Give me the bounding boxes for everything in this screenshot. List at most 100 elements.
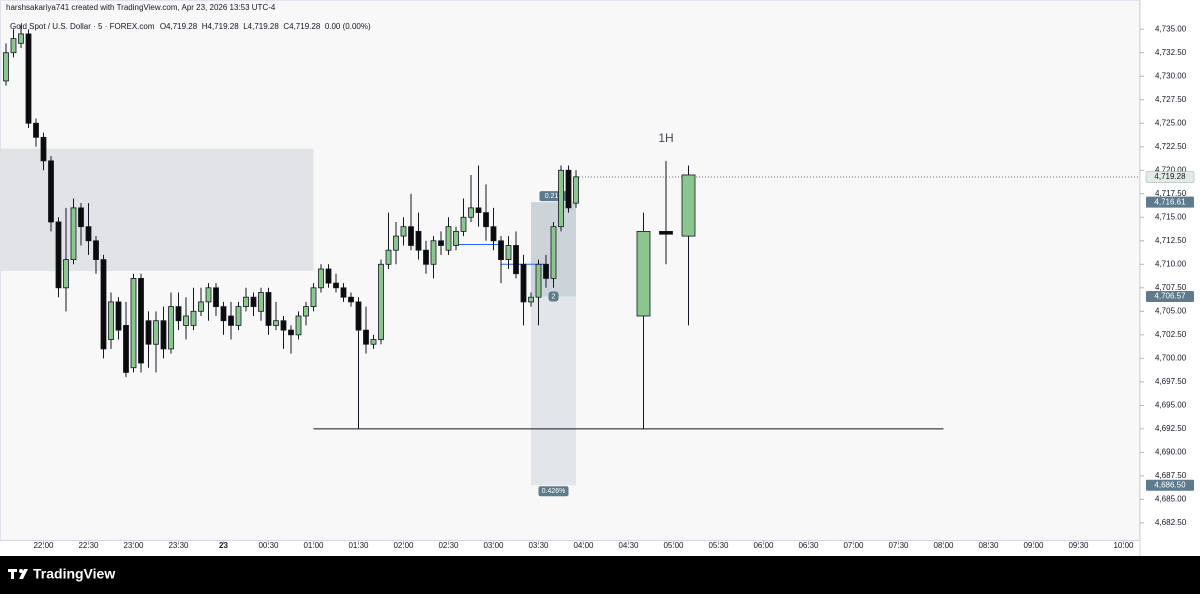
candle-body — [198, 301, 204, 312]
brand-logo — [8, 569, 28, 579]
y-tick-label: 4,700.00 — [1155, 353, 1187, 362]
y-tick-label: 4,702.50 — [1155, 330, 1187, 339]
candle-body — [430, 240, 437, 265]
x-tick-label: 03:00 — [483, 541, 504, 550]
candle-body — [160, 320, 167, 350]
candle-body — [55, 221, 62, 289]
x-tick-label: 07:30 — [888, 541, 909, 550]
candle-body — [415, 230, 422, 251]
candle-body — [348, 296, 354, 303]
position-label-bg — [538, 486, 569, 497]
legend-value: O4,719.28 — [160, 22, 198, 31]
zone-layer — [0, 148, 314, 271]
candle-body — [558, 169, 564, 228]
candle-body — [145, 320, 152, 345]
htf-label: 1H — [658, 131, 673, 145]
candle-body — [220, 306, 227, 322]
y-tick-label: 4,685.00 — [1155, 494, 1187, 503]
candle-body — [48, 160, 54, 223]
x-tick-label: 10:00 — [1113, 541, 1134, 550]
candle-body — [93, 240, 99, 260]
candle-body — [453, 230, 459, 246]
candle-body — [438, 240, 444, 246]
candle-body — [385, 249, 392, 265]
candle-body — [483, 212, 489, 228]
candle-body — [213, 287, 219, 308]
candle-body — [205, 287, 212, 303]
candle-body — [78, 207, 84, 228]
logo-part — [19, 569, 28, 579]
credit: harshsakariya741 created with TradingVie… — [6, 3, 276, 12]
y-tick-label: 4,732.50 — [1155, 48, 1187, 57]
candle-body — [280, 320, 287, 331]
x-tick-label: 09:30 — [1068, 541, 1089, 550]
candle-body — [370, 339, 377, 345]
legend-value: C4,719.28 — [283, 22, 320, 31]
legend-value: H4,719.28 — [202, 22, 239, 31]
x-tick-label: 08:00 — [933, 541, 954, 550]
candle-body — [235, 306, 242, 326]
x-tick-label: 01:00 — [303, 541, 324, 550]
candle-body — [265, 292, 272, 326]
candle-body — [460, 216, 467, 232]
price-tag-label: 4,719.28 — [1154, 172, 1186, 181]
x-tick-label: 06:30 — [798, 541, 819, 550]
price-tag — [1145, 171, 1195, 183]
position-bottom-label: 0.426% — [542, 488, 566, 495]
candle-body — [513, 245, 519, 275]
candle-body — [115, 301, 122, 331]
candle-body — [123, 325, 129, 373]
candle-body — [498, 240, 504, 260]
candle-body — [681, 174, 696, 237]
y-tick-label: 4,712.50 — [1155, 236, 1187, 245]
x-tick-label: 07:00 — [843, 541, 864, 550]
y-tick-label: 4,725.00 — [1155, 118, 1187, 127]
axis-layer: 4,682.50 4,685.00 4,687.50 4,690.00 4,692.50… — [33, 24, 1195, 550]
candle-body — [100, 259, 107, 350]
candle-body — [70, 207, 77, 260]
y-tick-label: 4,735.00 — [1155, 24, 1187, 33]
x-tick-label: 01:30 — [348, 541, 369, 550]
candle-body — [378, 263, 384, 340]
candle-body — [445, 226, 452, 251]
candle-body — [573, 176, 579, 204]
candle-body — [340, 287, 347, 298]
candle-body — [183, 315, 189, 326]
position-top-label: 0.213 — [545, 193, 563, 200]
logo-part — [11, 569, 14, 579]
legend-title: Gold Spot / U.S. Dollar · 5 · FOREX.com — [10, 22, 155, 31]
x-tick-label: 04:00 — [573, 541, 594, 550]
candle-body — [175, 306, 182, 322]
candle-body — [400, 226, 407, 237]
x-tick-label: 00:30 — [258, 541, 279, 550]
candle-body — [190, 310, 197, 326]
x-tick-label: 23:00 — [123, 541, 144, 550]
y-tick-label: 4,720.00 — [1155, 165, 1187, 174]
x-tick-label: 23 — [219, 541, 228, 550]
x-tick-label: 22:00 — [33, 541, 54, 550]
candle-body — [25, 33, 32, 124]
price-tag — [1146, 196, 1194, 208]
y-tick-label: 4,687.50 — [1155, 471, 1187, 480]
x-tick-label: 09:00 — [1023, 541, 1044, 550]
candle-body — [408, 226, 414, 246]
candle-body — [63, 259, 69, 289]
candle-body — [33, 122, 39, 138]
candle-body — [333, 282, 339, 289]
candle-body — [550, 226, 557, 279]
y-tick-label: 4,722.50 — [1155, 142, 1187, 151]
price-tag — [1146, 479, 1194, 491]
x-tick-label: 23:30 — [168, 541, 189, 550]
y-tick-label: 4,707.50 — [1155, 283, 1187, 292]
candle-body — [475, 207, 482, 213]
position-stop — [531, 296, 576, 486]
candle-body — [318, 268, 324, 289]
candle-body — [10, 38, 17, 54]
y-tick-label: 4,715.00 — [1155, 212, 1187, 221]
candle-body — [85, 226, 92, 242]
x-tick-label: 02:00 — [393, 541, 414, 550]
candle-body — [363, 329, 369, 345]
y-tick-label: 4,690.00 — [1155, 447, 1187, 456]
footer — [0, 556, 1200, 594]
y-tick-label: 4,705.00 — [1155, 306, 1187, 315]
